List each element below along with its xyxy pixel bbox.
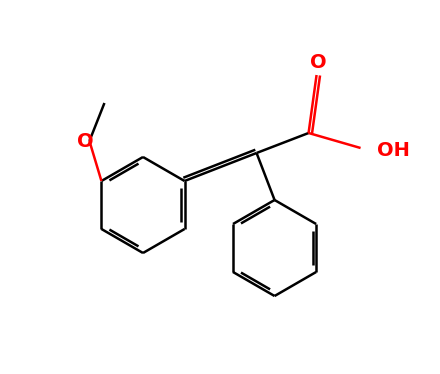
Text: O: O: [310, 53, 327, 73]
Text: OH: OH: [377, 141, 410, 159]
Text: O: O: [77, 132, 94, 150]
